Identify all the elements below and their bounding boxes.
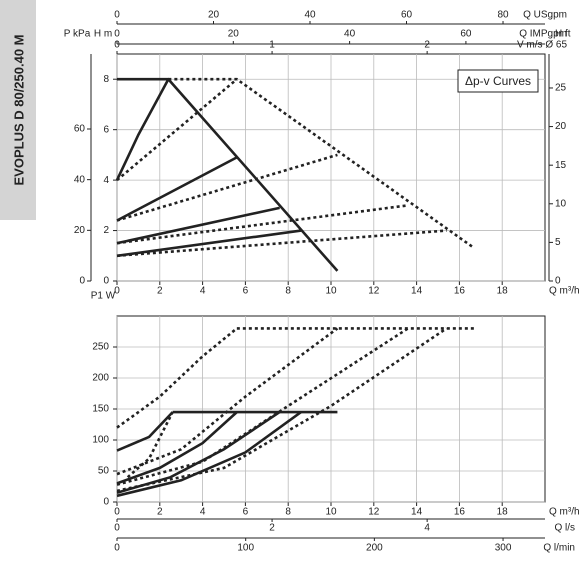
- curve: [116, 229, 447, 258]
- tick-label: 80: [497, 10, 509, 21]
- y-tick-label: 100: [92, 435, 109, 446]
- tick-label: 60: [401, 10, 413, 21]
- tick-label: 0: [79, 276, 85, 287]
- tick-label: 2: [424, 40, 430, 51]
- x-tick-label: 10: [325, 507, 337, 518]
- curve: [116, 204, 409, 245]
- y-tick-label: 8: [103, 74, 109, 85]
- tick-label: 0: [114, 10, 120, 21]
- y-axis-label: P1 W: [91, 291, 116, 302]
- curve: [116, 206, 280, 245]
- x-tick-label: 4: [200, 507, 206, 518]
- y-tick-label: 6: [103, 124, 109, 135]
- x-tick-label: 0: [114, 507, 120, 518]
- y-tick-label: 150: [92, 404, 109, 415]
- y-tick-label: 250: [92, 342, 109, 353]
- tick-label: 20: [228, 29, 240, 40]
- annotation: Δp-v Curves: [465, 74, 531, 88]
- x-tick-label: 16: [454, 286, 466, 297]
- curve: [116, 327, 409, 486]
- axis-label: Q l/s: [554, 523, 575, 534]
- y-tick-label: 4: [103, 175, 109, 186]
- y-axis-label: H m: [94, 29, 112, 40]
- tick-label: 25: [555, 83, 567, 94]
- x-tick-label: 2: [157, 286, 163, 297]
- y-tick-label: 2: [103, 225, 109, 236]
- axis-label: Q l/min: [543, 543, 575, 554]
- curve: [116, 327, 448, 493]
- x-tick-label: 6: [243, 286, 249, 297]
- x-tick-label: 2: [157, 507, 163, 518]
- x-tick-label: 4: [200, 286, 206, 297]
- tick-label: 100: [237, 543, 254, 554]
- curve: [116, 327, 238, 429]
- curve: [116, 156, 238, 222]
- tick-label: 15: [555, 160, 567, 171]
- tick-label: 40: [74, 174, 86, 185]
- curve: [116, 411, 174, 452]
- curve: [116, 411, 302, 498]
- x-tick-label: 18: [497, 286, 509, 297]
- annotation-box: [457, 69, 539, 93]
- tick-label: 40: [304, 10, 316, 21]
- y-tick-label: 0: [103, 497, 109, 508]
- tick-label: 0: [555, 276, 561, 287]
- tick-label: 20: [555, 121, 567, 132]
- tick-label: 2: [269, 523, 275, 534]
- y-tick-label: 0: [103, 276, 109, 287]
- tick-label: 0: [114, 29, 120, 40]
- curve: [116, 411, 281, 494]
- x-tick-label: 14: [411, 507, 423, 518]
- x-tick-label: 8: [285, 286, 291, 297]
- tick-label: 10: [555, 198, 567, 209]
- axis-label: H ft: [555, 29, 571, 40]
- x-tick-label: 16: [454, 507, 466, 518]
- curve: [168, 77, 476, 250]
- curve: [115, 78, 170, 181]
- x-tick-label: 14: [411, 286, 423, 297]
- curve: [116, 327, 339, 476]
- tick-label: 40: [344, 29, 356, 40]
- x-axis-label: Q m³/h: [549, 286, 580, 297]
- axis-label: P kPa: [64, 29, 91, 40]
- curve: [116, 78, 238, 182]
- tick-label: 0: [114, 543, 120, 554]
- tick-label: 1: [269, 40, 275, 51]
- tick-label: 5: [555, 237, 561, 248]
- tick-label: 0: [114, 523, 120, 534]
- tick-label: 200: [366, 543, 383, 554]
- x-tick-label: 12: [368, 507, 380, 518]
- axis-label: Q IMPgpm: [519, 29, 567, 40]
- tick-label: 300: [495, 543, 512, 554]
- x-axis-label: Q m³/h: [549, 507, 580, 518]
- side-title: EVOPLUS D 80/250.40 M: [11, 34, 26, 185]
- axis-label: V m/s Ø 65: [517, 40, 567, 51]
- y-tick-label: 200: [92, 373, 109, 384]
- tick-label: 4: [424, 523, 430, 534]
- curve: [116, 153, 338, 222]
- tick-label: 20: [74, 225, 86, 236]
- x-tick-label: 12: [368, 286, 380, 297]
- tick-label: 60: [460, 29, 472, 40]
- curve: [116, 229, 302, 258]
- tick-label: 0: [114, 40, 120, 51]
- x-tick-label: 6: [243, 507, 249, 518]
- tick-label: 20: [208, 10, 220, 21]
- tick-label: 60: [74, 124, 86, 135]
- x-tick-label: 18: [497, 507, 509, 518]
- y-tick-label: 50: [98, 466, 110, 477]
- curve: [116, 411, 238, 485]
- side-bar: [0, 0, 36, 220]
- x-tick-label: 0: [114, 286, 120, 297]
- x-tick-label: 8: [285, 507, 291, 518]
- x-tick-label: 10: [325, 286, 337, 297]
- axis-label: Q USgpm: [523, 10, 567, 21]
